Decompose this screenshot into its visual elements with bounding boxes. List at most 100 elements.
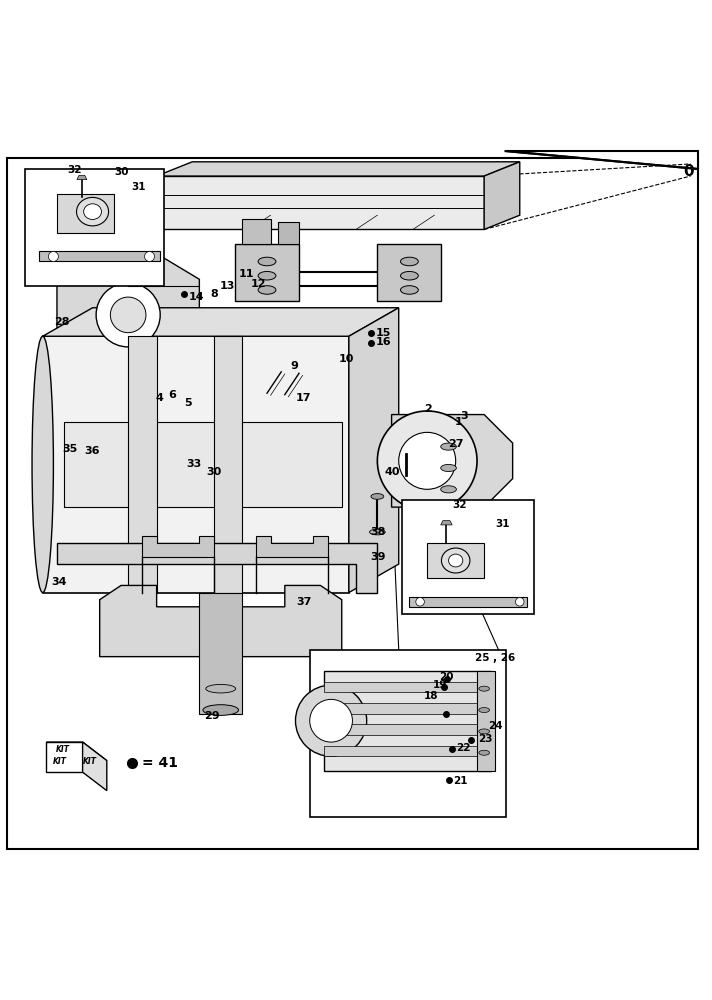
Text: 10: 10	[338, 354, 354, 364]
Text: 30: 30	[206, 467, 221, 477]
Circle shape	[295, 685, 367, 756]
Polygon shape	[57, 258, 199, 372]
Text: 27: 27	[449, 439, 464, 449]
Circle shape	[416, 598, 424, 606]
Ellipse shape	[258, 286, 276, 294]
Polygon shape	[157, 162, 520, 176]
Text: 6: 6	[169, 390, 177, 400]
Text: 20: 20	[439, 672, 454, 682]
Polygon shape	[43, 336, 349, 593]
Polygon shape	[484, 162, 520, 229]
Ellipse shape	[479, 729, 490, 734]
Circle shape	[515, 598, 524, 606]
Circle shape	[110, 297, 146, 333]
Bar	[402, 500, 534, 614]
Bar	[39, 251, 160, 261]
Ellipse shape	[371, 494, 384, 499]
Text: 34: 34	[51, 577, 67, 587]
Text: 32: 32	[452, 500, 466, 510]
Ellipse shape	[441, 443, 456, 450]
Polygon shape	[349, 308, 399, 593]
Text: 28: 28	[54, 317, 70, 327]
Polygon shape	[427, 543, 484, 578]
Polygon shape	[128, 336, 157, 593]
Polygon shape	[77, 175, 87, 180]
Text: KIT: KIT	[83, 757, 97, 766]
Circle shape	[399, 432, 456, 489]
Ellipse shape	[400, 271, 418, 280]
Polygon shape	[324, 703, 491, 714]
Ellipse shape	[32, 336, 53, 593]
Polygon shape	[157, 176, 484, 229]
Circle shape	[377, 411, 477, 511]
Text: 17: 17	[295, 393, 311, 403]
Polygon shape	[377, 244, 441, 301]
Polygon shape	[46, 742, 83, 772]
Polygon shape	[46, 742, 107, 761]
Bar	[25, 169, 164, 286]
Ellipse shape	[203, 705, 239, 715]
Polygon shape	[278, 222, 299, 244]
Text: 11: 11	[239, 269, 254, 279]
Circle shape	[96, 283, 160, 347]
Circle shape	[48, 252, 58, 261]
Text: 37: 37	[296, 597, 312, 607]
Text: 12: 12	[251, 279, 266, 289]
Text: 31: 31	[495, 519, 509, 529]
Polygon shape	[242, 219, 271, 244]
Text: KIT: KIT	[56, 745, 70, 754]
Text: = 41: = 41	[142, 756, 179, 770]
Ellipse shape	[400, 286, 418, 294]
Text: 1: 1	[454, 417, 462, 427]
Polygon shape	[57, 543, 377, 593]
Text: 36: 36	[84, 446, 100, 456]
Text: 14: 14	[189, 292, 204, 302]
Ellipse shape	[370, 529, 385, 535]
Polygon shape	[199, 593, 242, 714]
Text: 31: 31	[132, 182, 146, 192]
Text: 16: 16	[376, 337, 392, 347]
Text: 30: 30	[114, 167, 128, 177]
Polygon shape	[256, 536, 328, 557]
Polygon shape	[235, 244, 299, 301]
Text: 15: 15	[376, 328, 392, 338]
Text: 18: 18	[424, 691, 438, 701]
Ellipse shape	[258, 271, 276, 280]
Ellipse shape	[479, 750, 490, 755]
Ellipse shape	[400, 257, 418, 266]
Polygon shape	[324, 724, 491, 735]
Text: 19: 19	[433, 680, 447, 690]
Bar	[409, 597, 527, 607]
Text: 23: 23	[478, 734, 493, 744]
Ellipse shape	[479, 708, 490, 713]
Ellipse shape	[206, 684, 236, 693]
Text: 13: 13	[219, 281, 235, 291]
Text: 4: 4	[155, 393, 163, 403]
Polygon shape	[441, 521, 452, 525]
Polygon shape	[57, 194, 114, 233]
Ellipse shape	[258, 257, 276, 266]
Ellipse shape	[441, 486, 456, 493]
Circle shape	[145, 252, 155, 261]
Polygon shape	[324, 671, 491, 771]
Text: 39: 39	[370, 552, 386, 562]
Polygon shape	[506, 151, 698, 169]
Text: 22: 22	[456, 743, 470, 753]
Polygon shape	[392, 415, 513, 507]
Text: 24: 24	[488, 721, 503, 731]
Text: 0: 0	[684, 164, 694, 179]
Text: 29: 29	[204, 711, 220, 721]
Polygon shape	[43, 308, 399, 336]
Polygon shape	[324, 746, 491, 756]
Text: 21: 21	[454, 776, 468, 786]
Polygon shape	[100, 585, 342, 657]
Ellipse shape	[77, 197, 108, 226]
Text: 32: 32	[68, 165, 82, 175]
Text: 38: 38	[370, 527, 386, 537]
Ellipse shape	[441, 464, 456, 472]
Text: 9: 9	[290, 361, 298, 371]
Polygon shape	[324, 682, 491, 692]
Polygon shape	[142, 536, 214, 557]
Ellipse shape	[84, 204, 102, 219]
Text: 3: 3	[461, 411, 468, 421]
